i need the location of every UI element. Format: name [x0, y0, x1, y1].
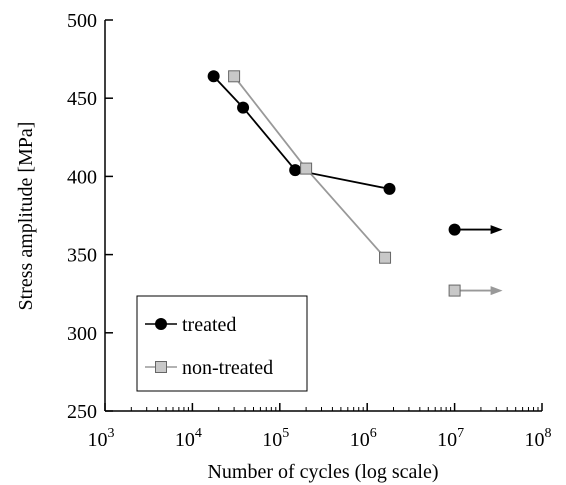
runout-point-non-treated — [448, 284, 461, 297]
data-point-non-treated — [300, 162, 313, 175]
y-tick-label: 450 — [67, 88, 97, 110]
y-tick-label: 400 — [67, 166, 97, 188]
data-point-treated — [207, 70, 220, 83]
y-ticks: 250 300 350 400 450 500 — [67, 10, 113, 423]
x-tick-label: 107 — [437, 426, 464, 451]
data-point-treated — [237, 101, 250, 114]
legend-marker-treated — [155, 318, 167, 330]
legend-label-treated: treated — [182, 314, 236, 336]
legend-box — [136, 295, 308, 392]
runout-arrow-head-non-treated — [490, 286, 503, 296]
y-tick-label: 300 — [67, 323, 97, 345]
series-layer — [207, 70, 503, 297]
legend-label-non-treated: non-treated — [182, 357, 273, 379]
series-treated — [207, 70, 503, 236]
runout-point-treated — [448, 223, 461, 236]
x-tick-label: 106 — [350, 426, 377, 451]
x-axis-title: Number of cycles (log scale) — [207, 461, 438, 483]
x-tick-label: 103 — [88, 426, 115, 451]
x-ticks: 103 104 105 106 107 108 — [88, 403, 552, 451]
x-tick-label: 108 — [525, 426, 552, 451]
axes — [104, 20, 542, 412]
x-tick-label: 104 — [175, 426, 202, 451]
runout-arrow-head-treated — [490, 225, 503, 235]
series-non-treated — [228, 70, 503, 297]
series-line-treated — [212, 75, 390, 190]
y-tick-label: 500 — [67, 10, 97, 32]
y-tick-label: 250 — [67, 401, 97, 423]
legend-entry-non-treated: non-treated — [145, 357, 273, 379]
y-tick-label: 350 — [67, 245, 97, 267]
data-point-non-treated — [228, 70, 241, 83]
legend-marker-non-treated — [155, 361, 167, 373]
y-axis-title: Stress amplitude [MPa] — [15, 122, 37, 311]
legend-entry-treated: treated — [145, 314, 236, 336]
data-point-treated — [383, 182, 396, 195]
data-point-non-treated — [379, 251, 392, 264]
x-tick-label: 105 — [262, 426, 289, 451]
legend: treated non-treated — [136, 295, 308, 392]
data-point-treated — [289, 164, 302, 177]
